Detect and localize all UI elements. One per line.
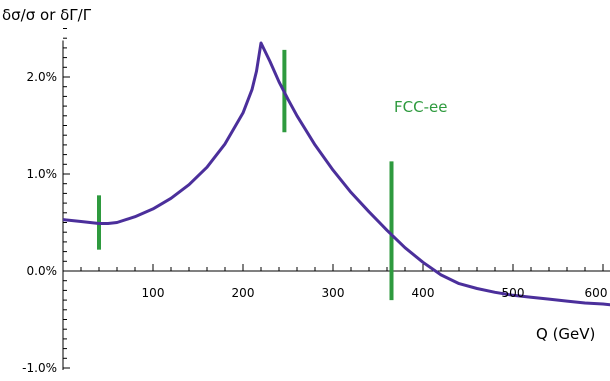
axes — [62, 28, 610, 370]
x-tick-label: 500 — [502, 286, 525, 300]
series-line — [62, 41, 610, 307]
error-bars — [97, 49, 394, 301]
x-tick-label: 600 — [585, 286, 608, 300]
y-tick-label: 1.0% — [27, 167, 58, 181]
series-lines — [62, 41, 610, 307]
x-axis-title: Q (GeV) — [536, 325, 595, 343]
x-tick-label: 100 — [142, 286, 165, 300]
y-tick-label: -1.0% — [22, 361, 57, 375]
y-axis-title: δσ/σ or δΓ/Γ — [2, 6, 92, 24]
y-tick-label: 2.0% — [27, 70, 58, 84]
x-tick-label: 300 — [322, 286, 345, 300]
x-tick-label: 200 — [232, 286, 255, 300]
y-tick-label: 0.0% — [27, 264, 58, 278]
x-tick-label: 400 — [412, 286, 435, 300]
fcc-ee-annotation: FCC-ee — [394, 98, 447, 116]
tick-labels: -1.0% 0.0% 1.0% 2.0% 100 200 300 400 500 600 — [22, 70, 607, 375]
